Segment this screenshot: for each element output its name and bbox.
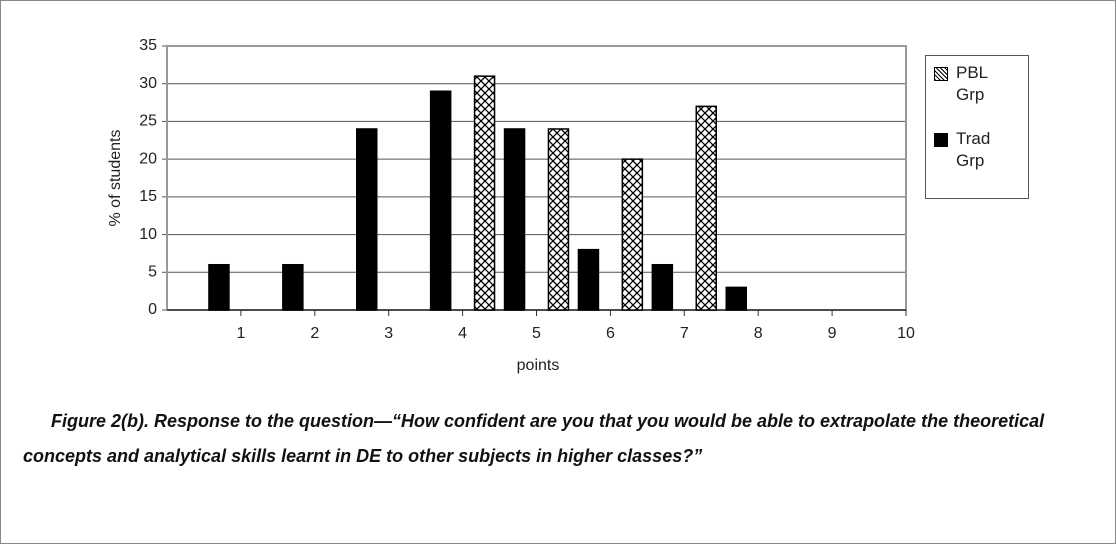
x-tick-label: 7: [680, 325, 689, 342]
x-tick-label: 3: [384, 325, 393, 342]
bar: [725, 286, 747, 311]
plot-frame: [166, 45, 907, 311]
bar: [621, 158, 644, 311]
x-tick-label: 9: [828, 325, 837, 342]
x-tick-label: 10: [897, 325, 915, 342]
x-tick-label: 5: [532, 325, 541, 342]
caption: Figure 2(b). Response to the question—“H…: [23, 411, 1045, 466]
bar: [695, 105, 717, 311]
legend: PBL Grp Trad Grp: [925, 55, 1029, 199]
x-tick-label: 4: [458, 325, 467, 342]
bar: [547, 128, 570, 311]
y-tick-label: 30: [139, 75, 157, 92]
y-tick-label: 0: [148, 301, 157, 318]
bar: [473, 75, 496, 311]
bar: [208, 263, 230, 311]
legend-label: Trad Grp: [956, 129, 991, 170]
x-tick-label: 8: [754, 325, 763, 342]
bar: [282, 263, 304, 311]
y-tick-label: 5: [148, 264, 157, 281]
bar: [651, 263, 674, 311]
bar: [356, 128, 378, 311]
legend-item: Trad Grp: [934, 128, 1020, 172]
bar: [503, 128, 526, 311]
bar: [577, 248, 600, 311]
legend-swatch: [934, 133, 948, 147]
y-tick-label: 15: [139, 188, 157, 205]
legend-item: PBL Grp: [934, 62, 1020, 106]
y-tick-label: 20: [139, 150, 157, 167]
chart: % of students points 0 5 10 15 20 25 30 35 1 2 3 4 5…: [107, 37, 915, 374]
x-tick-label: 1: [236, 325, 245, 342]
y-tick-label: 35: [139, 37, 157, 54]
x-axis-title: points: [517, 357, 560, 374]
legend-label: PBL Grp: [956, 63, 988, 104]
x-tick-label: 2: [310, 325, 319, 342]
bar: [429, 90, 452, 311]
y-tick-label: 10: [139, 226, 157, 243]
y-tick-label: 25: [139, 113, 157, 130]
x-tick-label: 6: [606, 325, 615, 342]
legend-swatch: [934, 67, 948, 81]
y-axis-title: % of students: [107, 130, 124, 227]
